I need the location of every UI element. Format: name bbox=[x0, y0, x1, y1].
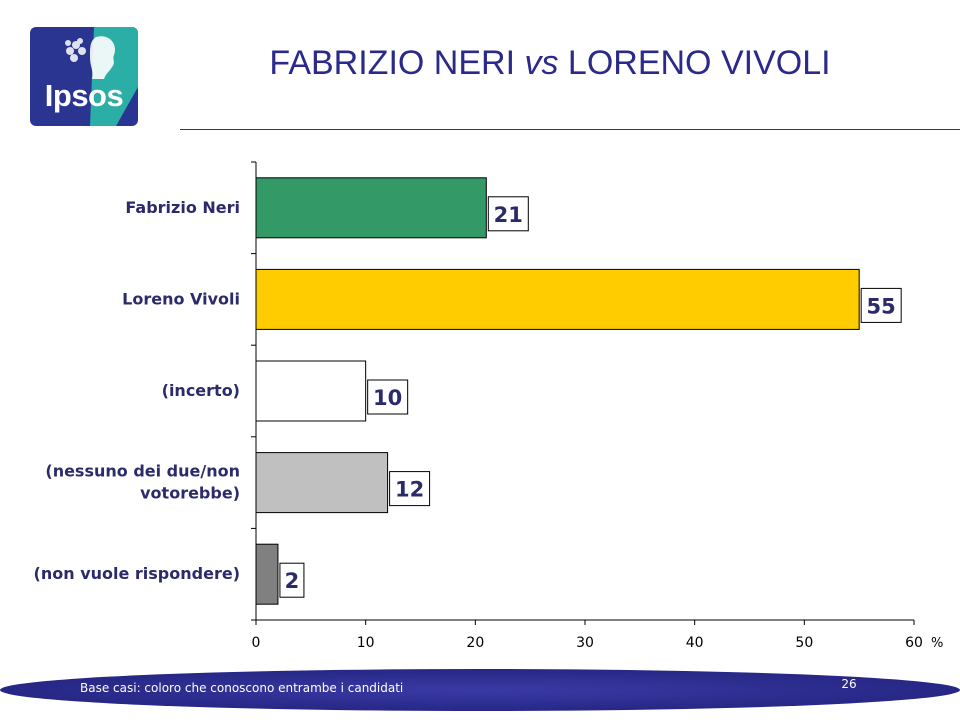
page-number: 26 bbox=[841, 677, 857, 691]
title-part-1: FABRIZIO NERI bbox=[269, 44, 525, 82]
data-label: 21 bbox=[494, 203, 523, 227]
x-tick-label: 0 bbox=[252, 635, 261, 651]
title-vs: vs bbox=[524, 44, 559, 82]
category-label: (non vuole rispondere) bbox=[34, 564, 240, 583]
category-label: (nessuno dei due/non bbox=[45, 462, 240, 481]
x-tick-label: 20 bbox=[466, 635, 484, 651]
bar bbox=[255, 177, 487, 239]
data-label-box bbox=[487, 196, 529, 232]
x-tick-label: 60 bbox=[905, 635, 923, 651]
logo-wordmark: Ipsos bbox=[44, 78, 124, 113]
x-tick-label: 50 bbox=[795, 635, 813, 651]
data-label: 55 bbox=[867, 294, 896, 318]
base-note: Base casi: coloro che conoscono entrambe… bbox=[80, 681, 404, 695]
category-label: (incerto) bbox=[162, 381, 240, 400]
bar bbox=[255, 452, 389, 514]
category-label: Loreno Vivoli bbox=[122, 289, 240, 308]
data-label-box bbox=[860, 287, 902, 323]
bar bbox=[255, 360, 367, 422]
x-tick-label: 40 bbox=[686, 635, 704, 651]
bar bbox=[255, 543, 279, 605]
data-label: 10 bbox=[373, 386, 402, 410]
ipsos-logo: Ipsos bbox=[30, 27, 138, 126]
footer-band bbox=[0, 669, 960, 711]
title-underline bbox=[180, 129, 960, 130]
category-label: votorebbe) bbox=[140, 484, 240, 503]
x-unit-label: % bbox=[931, 636, 943, 651]
data-label: 2 bbox=[285, 569, 300, 593]
bar bbox=[255, 268, 860, 330]
bar-chart: 0 10 20 30 40 50 60 % 21 Fabrizio Neri 55 Loreno Vi… bbox=[34, 161, 943, 651]
data-label-box bbox=[389, 471, 431, 507]
category-label: Fabrizio Neri bbox=[125, 198, 240, 217]
ipsos-logo-mark bbox=[30, 27, 138, 126]
data-label-box bbox=[367, 379, 409, 415]
data-label-box bbox=[279, 562, 305, 598]
data-label: 12 bbox=[395, 478, 424, 502]
title-part-2: LORENO VIVOLI bbox=[558, 44, 831, 82]
x-tick-label: 30 bbox=[576, 635, 594, 651]
x-tick-label: 10 bbox=[357, 635, 375, 651]
page-title: FABRIZIO NERI vs LORENO VIVOLI bbox=[180, 40, 920, 86]
